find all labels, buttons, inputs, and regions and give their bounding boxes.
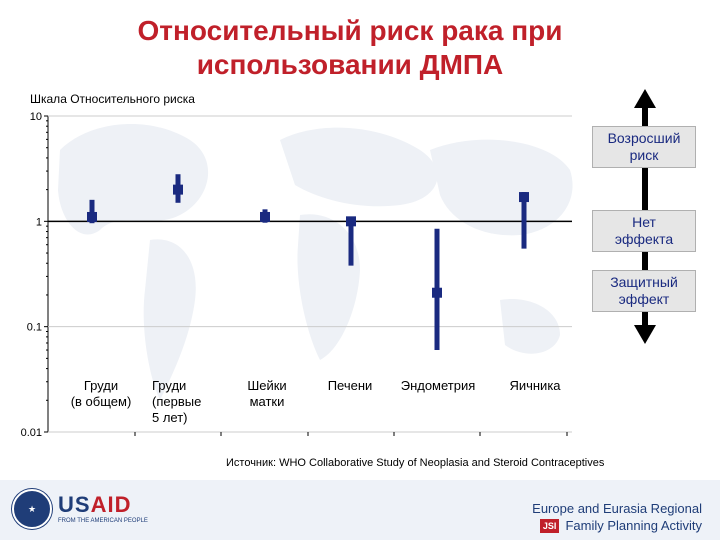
legend-increased-risk: Возросший риск <box>592 126 696 168</box>
arrow-head-down <box>634 325 656 344</box>
estimate-marker-0 <box>87 211 97 222</box>
estimate-marker-2 <box>260 211 270 222</box>
map-shape-3 <box>297 214 360 360</box>
x-category-label-0: Груди (в общем) <box>70 378 132 409</box>
legend-protective-effect: Защитный эффект <box>592 270 696 312</box>
legend-no-effect: Нет эффекта <box>592 210 696 252</box>
map-shape-2 <box>280 127 438 207</box>
arrow-head-up <box>634 89 656 108</box>
map-shape-4 <box>430 139 573 236</box>
x-category-label-4: Эндометрия <box>400 378 476 393</box>
usaid-seal-icon: ★ <box>12 489 52 529</box>
usaid-logo: ★ USAID FROM THE AMERICAN PEOPLE <box>12 489 148 529</box>
x-category-label-5: Яичника <box>509 378 561 393</box>
org-line-1: Europe and Eurasia Regional <box>532 501 702 516</box>
relative-risk-chart: 10 1 0.1 0.01 <box>21 89 656 439</box>
source-note: Источник: WHO Collaborative Study of Neo… <box>226 457 605 469</box>
y-tick-label-3: 0.01 <box>21 427 42 439</box>
y-tick-label-0: 10 <box>30 111 42 123</box>
axes-layer: 10 1 0.1 0.01 <box>21 111 573 439</box>
estimate-marker-1 <box>173 184 183 195</box>
y-tick-label-1: 1 <box>36 216 42 228</box>
footer-bar <box>0 480 720 540</box>
x-category-label-1: Груди (первые 5 лет) <box>152 378 202 425</box>
estimate-marker-4 <box>432 287 442 298</box>
usaid-tagline: FROM THE AMERICAN PEOPLE <box>58 518 148 524</box>
x-category-label-3: Печени <box>327 378 373 393</box>
y-tick-label-2: 0.1 <box>27 322 42 334</box>
marks-layer <box>87 174 529 351</box>
org-name: Europe and Eurasia Regional JSI Family P… <box>532 500 702 534</box>
legend-protective-label: Защитный эффект <box>610 274 678 307</box>
jsi-logo-icon: JSI <box>539 518 560 533</box>
slide-title: Относительный риск рака при использовани… <box>90 14 610 82</box>
map-shape-1 <box>143 239 196 400</box>
y-axis-title: Шкала Относительного риска <box>30 92 195 106</box>
legend-none-label: Нет эффекта <box>614 214 674 247</box>
x-category-label-2: Шейки матки <box>247 378 287 409</box>
estimate-marker-3 <box>346 216 356 227</box>
org-line-2: Family Planning Activity <box>565 518 702 533</box>
legend-increased-label: Возросший риск <box>607 130 681 163</box>
map-shape-0 <box>58 123 209 235</box>
title-line-2: использовании ДМПА <box>196 49 504 80</box>
usaid-wordmark: USAID <box>58 492 132 517</box>
estimate-marker-5 <box>519 192 529 203</box>
title-line-1: Относительный риск рака при <box>137 15 563 46</box>
